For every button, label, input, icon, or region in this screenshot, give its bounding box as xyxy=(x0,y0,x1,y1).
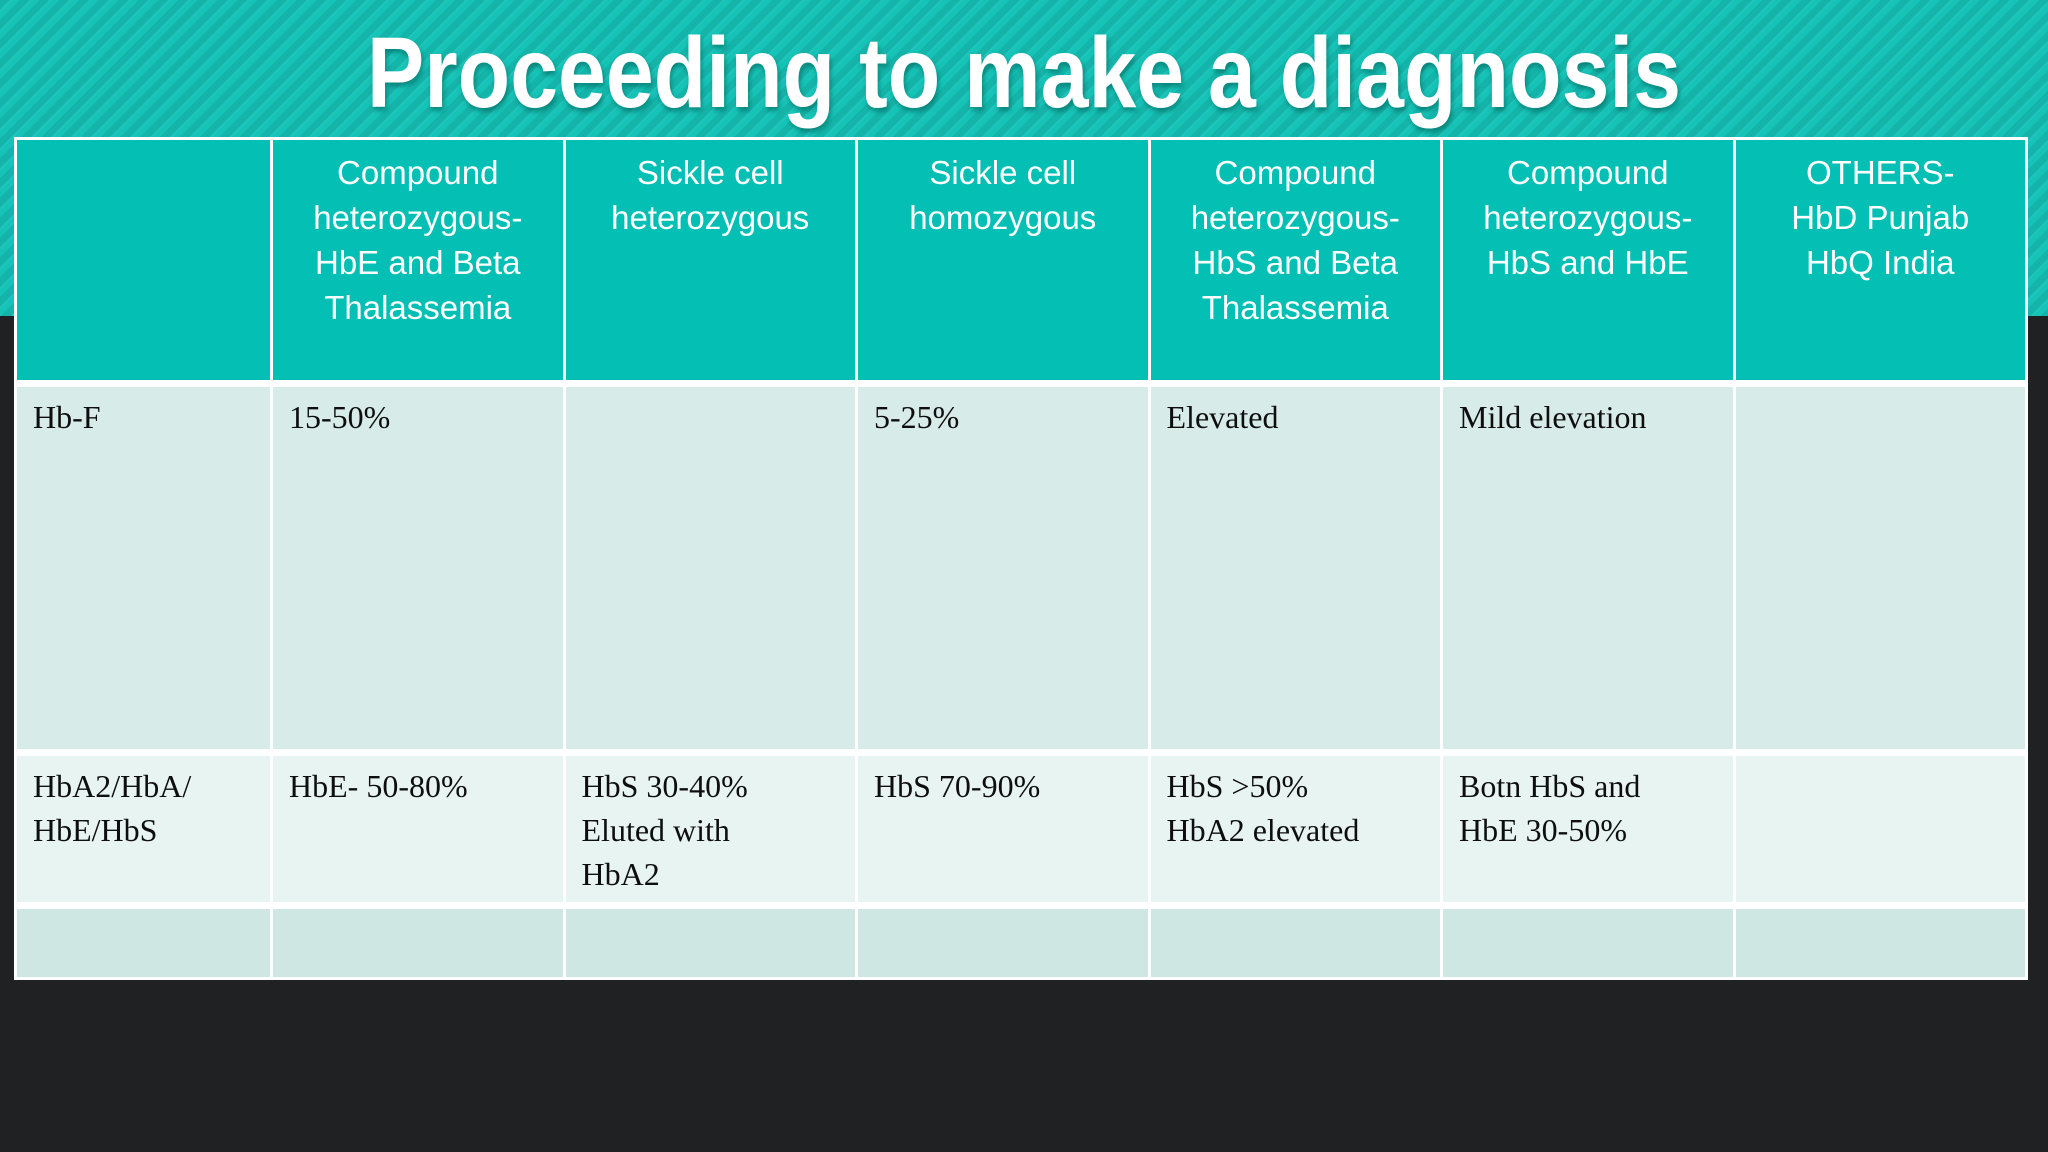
row-label-empty xyxy=(17,909,270,977)
header-cell-hbe-beta-thal: Compound heterozygous- HbE and Beta Thal… xyxy=(273,140,563,380)
header-cell-sickle-homo: Sickle cell homozygous xyxy=(858,140,1148,380)
table-cell xyxy=(273,909,563,977)
table-cell xyxy=(1735,387,2025,749)
header-cell-others: OTHERS- HbD Punjab HbQ India xyxy=(1735,140,2025,380)
table-cell: 15-50% xyxy=(273,387,563,749)
table-cell: HbS 70-90% xyxy=(858,756,1148,902)
slide-title: Proceeding to make a diagnosis xyxy=(366,17,1682,129)
table-cell xyxy=(1443,909,1733,977)
row-label-hbf: Hb-F xyxy=(17,387,270,749)
table-cell xyxy=(1735,756,2025,902)
table-cell: Mild elevation xyxy=(1443,387,1733,749)
table-cell: HbS 30-40% Eluted with HbA2 xyxy=(565,756,855,902)
table-cell xyxy=(565,909,855,977)
table-cell xyxy=(565,387,855,749)
table-cell: HbS >50% HbA2 elevated xyxy=(1150,756,1440,902)
table-cell xyxy=(858,909,1148,977)
table-cell: 5-25% xyxy=(858,387,1148,749)
table-cell xyxy=(1735,909,2025,977)
header-cell-sickle-hetero: Sickle cell heterozygous xyxy=(565,140,855,380)
row-label-hba2: HbA2/HbA/ HbE/HbS xyxy=(17,756,270,902)
table-cell: Elevated xyxy=(1150,387,1440,749)
header-cell-hbs-beta-thal: Compound heterozygous- HbS and Beta Thal… xyxy=(1150,140,1440,380)
header-cell-blank xyxy=(17,140,270,380)
table-cell: HbE- 50-80% xyxy=(273,756,563,902)
diagnosis-table: Compound heterozygous- HbE and Beta Thal… xyxy=(14,137,2028,980)
header-cell-hbs-hbe: Compound heterozygous- HbS and HbE xyxy=(1443,140,1733,380)
table-cell: Botn HbS and HbE 30-50% xyxy=(1443,756,1733,902)
table-cell xyxy=(1150,909,1440,977)
